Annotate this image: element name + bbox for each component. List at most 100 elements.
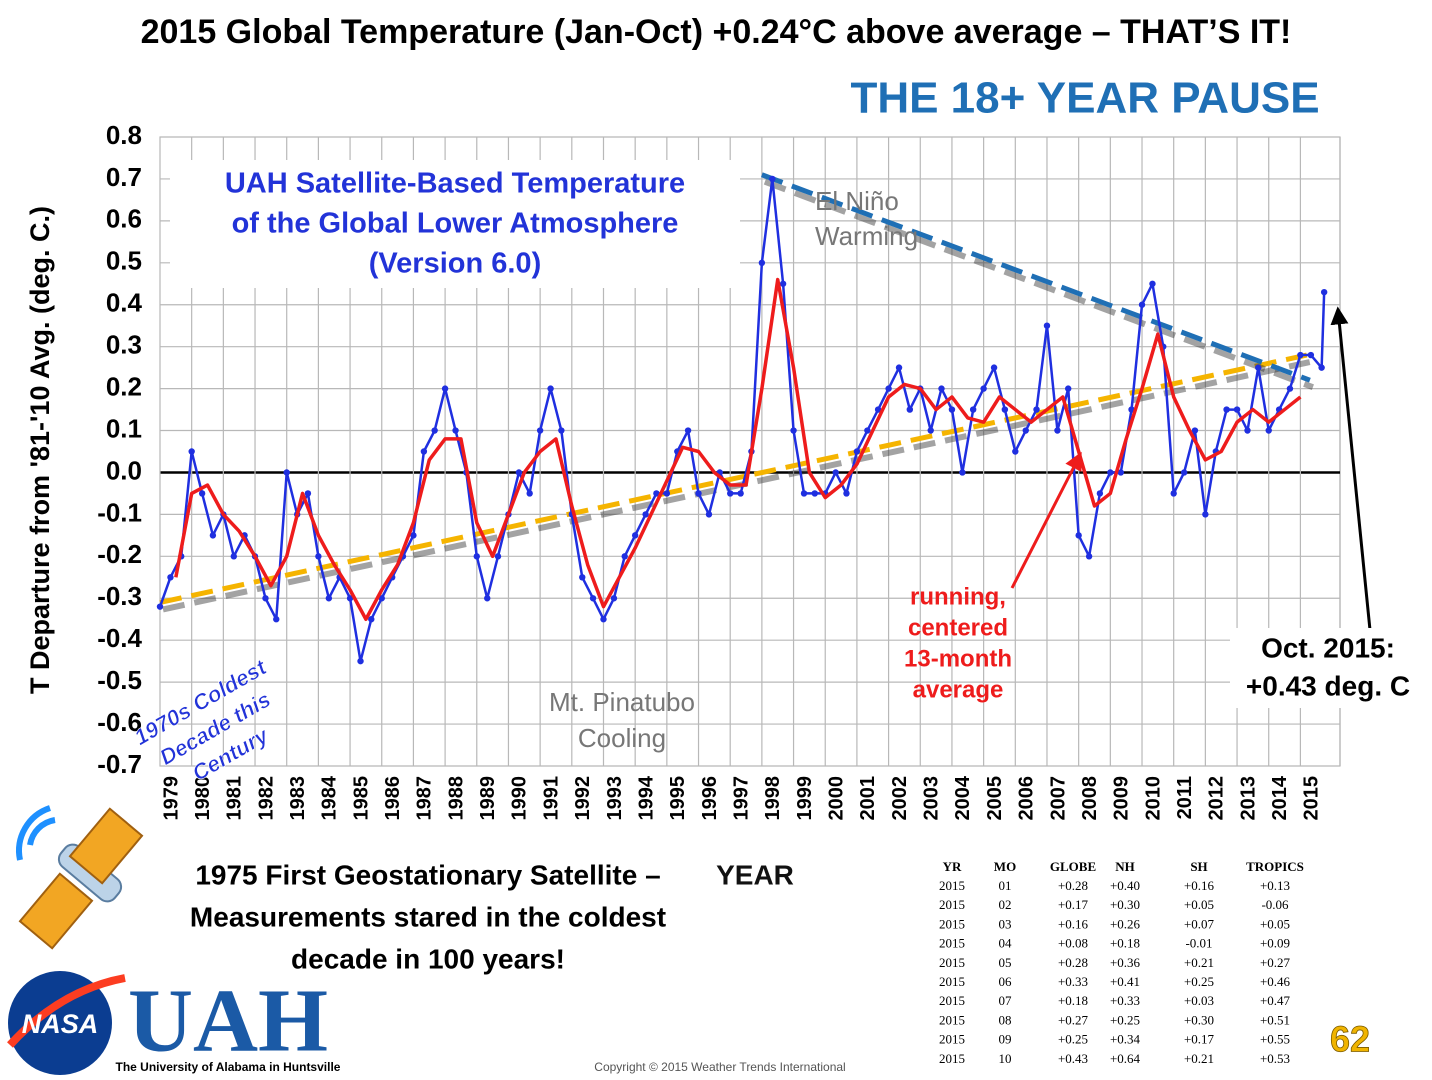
x-tick-label: 1988 xyxy=(445,776,467,821)
x-tick-label: 1995 xyxy=(667,776,689,821)
satellite-note: 1975 First Geostationary Satellite – xyxy=(195,859,660,890)
y-tick-label: -0.2 xyxy=(97,539,142,569)
monthly-point xyxy=(853,448,861,455)
table-cell: +0.27 xyxy=(1058,1012,1089,1027)
monthly-point xyxy=(410,532,417,539)
table-cell: 01 xyxy=(999,878,1012,893)
running-mean-label: average xyxy=(913,676,1004,703)
table-cell: +0.64 xyxy=(1110,1051,1141,1066)
table-cell: +0.53 xyxy=(1260,1051,1290,1066)
table-cell: 2015 xyxy=(939,878,965,893)
table-cell: +0.30 xyxy=(1110,897,1140,912)
monthly-point xyxy=(959,469,966,476)
monthly-point xyxy=(1255,364,1262,371)
trend-line xyxy=(761,172,1311,383)
monthly-point xyxy=(653,490,660,497)
x-tick-label: 2004 xyxy=(952,775,974,820)
table-header: YR xyxy=(943,859,962,874)
table-cell: 08 xyxy=(999,1012,1012,1027)
table-cell: 03 xyxy=(999,916,1012,931)
table-header: MO xyxy=(994,859,1016,874)
table-cell: +0.16 xyxy=(1184,878,1215,893)
monthly-point xyxy=(927,427,934,434)
monthly-point xyxy=(1043,322,1051,329)
table-cell: +0.51 xyxy=(1260,1012,1290,1027)
monthly-point xyxy=(1012,448,1019,455)
page-number: 62 xyxy=(1330,1019,1370,1060)
monthly-point xyxy=(273,616,280,623)
monthly-point xyxy=(1233,406,1241,413)
monthly-point xyxy=(1138,301,1146,308)
y-tick-label: -0.7 xyxy=(97,749,142,779)
table-cell: +0.09 xyxy=(1260,936,1290,951)
monthly-point xyxy=(589,595,597,602)
y-tick-label: 0.7 xyxy=(106,162,142,192)
x-tick-label: 2011 xyxy=(1174,776,1196,819)
monthly-point xyxy=(1180,469,1188,476)
monthly-point xyxy=(684,427,692,434)
monthly-point xyxy=(1033,406,1040,413)
dataset-label: (Version 6.0) xyxy=(369,248,541,280)
x-tick-label: 1981 xyxy=(224,776,246,821)
monthly-point xyxy=(695,490,702,497)
monthly-point xyxy=(1318,364,1325,371)
table-cell: +0.41 xyxy=(1110,974,1140,989)
pinatubo-label: Mt. Pinatubo xyxy=(549,687,695,717)
monthly-point xyxy=(452,427,459,434)
satellite-icon xyxy=(16,805,144,950)
subtitle: THE 18+ YEAR PAUSE xyxy=(850,74,1319,123)
table-cell: +0.25 xyxy=(1184,974,1214,989)
monthly-point xyxy=(357,657,364,665)
monthly-point xyxy=(885,385,892,392)
running-mean-label: centered xyxy=(908,614,1008,641)
table-cell: +0.21 xyxy=(1184,955,1214,970)
monthly-point xyxy=(156,603,164,610)
table-cell: 07 xyxy=(999,993,1013,1008)
monthly-point xyxy=(484,595,491,602)
x-tick-label: 1983 xyxy=(287,776,309,821)
x-tick-label: 1991 xyxy=(540,776,562,821)
monthly-point xyxy=(727,490,734,497)
monthly-point xyxy=(515,469,523,476)
table-cell: 2015 xyxy=(939,916,965,931)
x-tick-label: 2000 xyxy=(826,776,848,821)
running-arrow xyxy=(1010,451,1082,589)
table-cell: +0.26 xyxy=(1110,916,1141,931)
nasa-logo: NASA xyxy=(7,971,126,1075)
y-axis-label: T Departure from '81-'10 Avg. (deg. C.) xyxy=(25,206,55,694)
x-tick-label: 2003 xyxy=(921,776,943,821)
y-tick-label: 0.0 xyxy=(106,455,142,485)
monthly-point xyxy=(980,385,987,392)
table-cell: +0.47 xyxy=(1260,993,1291,1008)
table-cell: 04 xyxy=(999,936,1013,951)
monthly-point xyxy=(1085,553,1093,560)
monthly-point xyxy=(1149,280,1156,287)
running-mean-label: 13-month xyxy=(904,645,1012,672)
x-tick-label: 2001 xyxy=(857,776,879,821)
monthly-point xyxy=(441,385,449,392)
satellite-note: decade in 100 years! xyxy=(291,943,565,974)
data-table: YR MO GLOBE NH SH TROPICS 2015 01 +0.28 +0.40 +0.1… xyxy=(939,859,1304,1066)
monthly-point xyxy=(1065,385,1072,392)
x-tick-label: 2009 xyxy=(1111,776,1133,821)
x-tick-label: 1984 xyxy=(319,775,341,820)
x-tick-label: 2002 xyxy=(889,776,911,821)
table-cell: +0.27 xyxy=(1260,955,1291,970)
table-cell: -0.06 xyxy=(1261,897,1289,912)
uah-logo: UAH xyxy=(128,972,328,1071)
y-tick-label: -0.4 xyxy=(97,623,142,653)
table-cell: +0.05 xyxy=(1260,916,1290,931)
monthly-point xyxy=(378,595,385,602)
monthly-point xyxy=(737,490,744,497)
x-tick-label: 1982 xyxy=(255,776,277,821)
monthly-point xyxy=(642,511,649,518)
table-cell: 2015 xyxy=(939,974,965,989)
table-cell: 2015 xyxy=(939,1032,965,1047)
nasa-text: NASA xyxy=(22,1009,99,1039)
x-tick-label: 1990 xyxy=(509,776,531,821)
el-nino-label: Warming xyxy=(815,221,918,251)
monthly-point xyxy=(346,595,354,602)
table-cell: +0.55 xyxy=(1260,1032,1290,1047)
x-tick-label: 1992 xyxy=(572,776,594,821)
table-cell: +0.33 xyxy=(1110,993,1140,1008)
